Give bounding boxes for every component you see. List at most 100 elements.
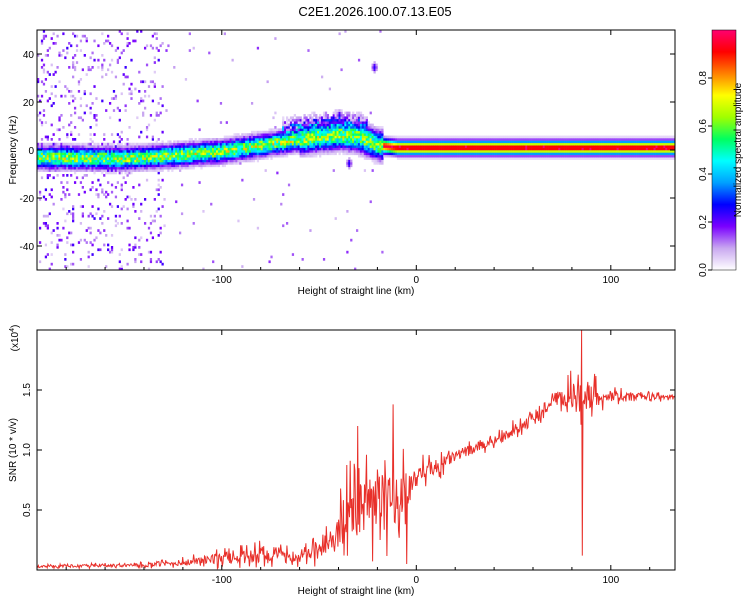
- spectrogram-cell: [540, 138, 544, 141]
- spectrogram-cell: [601, 145, 604, 148]
- spectrogram-cell: [665, 150, 668, 153]
- spectrogram-cell: [214, 154, 217, 158]
- spectrogram-cell: [138, 147, 141, 151]
- spectrogram-cell: [377, 147, 380, 151]
- spectrogram-cell: [221, 164, 225, 168]
- spectrogram-cell: [338, 121, 341, 124]
- spectrogram-cell: [147, 250, 151, 254]
- spectrogram-cell: [373, 140, 376, 144]
- spectrogram-cell: [344, 128, 347, 132]
- spectrogram-cell: [328, 145, 332, 148]
- spectrogram-cell: [639, 147, 643, 151]
- spectrogram-cell: [73, 159, 77, 163]
- spectrogram-cell: [546, 138, 549, 141]
- spectrogram-cell: [208, 147, 211, 151]
- spectrogram-cell: [167, 154, 170, 158]
- spectrogram-cell: [143, 198, 147, 201]
- spectrogram-cell: [266, 147, 269, 151]
- spectrogram-cell: [566, 147, 569, 151]
- spectrogram-cell: [665, 154, 668, 158]
- spectrogram-cell: [361, 114, 365, 117]
- spectrogram-cell: [587, 138, 590, 141]
- spectrogram-cell: [268, 142, 271, 146]
- spectrogram-cell: [558, 152, 561, 156]
- spectrogram-cell: [404, 145, 407, 148]
- spectrogram-cell: [348, 166, 351, 170]
- spectrogram-cell: [639, 138, 643, 141]
- spectrogram-cell: [159, 159, 162, 163]
- spectrogram-cell: [212, 157, 215, 160]
- spectrogram-cell: [536, 138, 540, 141]
- spectrogram-cell: [311, 116, 314, 120]
- spectrogram-cell: [40, 42, 44, 45]
- spectrogram-cell: [357, 154, 361, 158]
- spectrogram-cell: [303, 121, 306, 124]
- spectrogram-cell: [385, 147, 388, 151]
- spectrogram-cell: [348, 162, 351, 165]
- spectrogram-cell: [110, 171, 114, 175]
- spectrogram-cell: [153, 219, 156, 223]
- spectrogram-cell: [75, 152, 79, 156]
- spectrogram-cell: [626, 150, 629, 153]
- spectrogram-cell: [614, 154, 617, 158]
- spectrogram-cell: [293, 135, 297, 139]
- spectrogram-cell: [377, 133, 380, 136]
- spectrogram-cell: [37, 150, 40, 153]
- spectrogram-cell: [95, 123, 98, 127]
- spectrogram-cell: [200, 140, 203, 144]
- spectrogram-cell: [87, 169, 90, 172]
- spectrogram-cell: [89, 145, 92, 148]
- spectrogram-cell: [126, 174, 129, 177]
- spectrogram-cell: [408, 152, 411, 156]
- spectrogram-cell: [497, 142, 501, 146]
- spectrogram-cell: [616, 138, 619, 141]
- spectrogram-cell: [647, 154, 651, 158]
- spectrogram-cell: [38, 145, 42, 148]
- spectrogram-cell: [58, 51, 61, 55]
- spectrogram-cell: [645, 140, 649, 144]
- spectrogram-cell: [62, 226, 65, 230]
- spectrogram-cell: [361, 138, 365, 141]
- spectrogram-cell: [83, 157, 86, 160]
- spectrogram-cell: [548, 135, 551, 139]
- spectrogram-cell: [249, 147, 252, 151]
- spectrogram-cell: [258, 138, 261, 141]
- spectrogram-cell: [208, 152, 211, 156]
- spectrogram-cell: [546, 142, 549, 146]
- spectrogram-cell: [667, 150, 670, 153]
- spectrogram-cell: [346, 133, 349, 136]
- spectrogram-cell: [250, 102, 254, 105]
- spectrogram-cell: [235, 133, 238, 136]
- spectrogram-cell: [83, 162, 86, 165]
- spectrogram-cell: [636, 157, 639, 160]
- spectrogram-cell: [124, 152, 127, 156]
- spectrogram-cell: [66, 188, 69, 192]
- spectrogram-cell: [237, 157, 240, 160]
- spectrogram-cell: [140, 130, 143, 134]
- spectrogram-cell: [198, 159, 201, 163]
- spectrogram-cell: [451, 140, 454, 144]
- spectrogram-cell: [142, 154, 145, 158]
- spectrogram-cell: [241, 142, 244, 146]
- spectrogram-cell: [217, 138, 221, 141]
- spectrogram-cell: [435, 152, 438, 156]
- spectrogram-cell: [56, 174, 59, 177]
- spectrogram-cell: [70, 243, 73, 247]
- spectrogram-cell: [192, 147, 195, 151]
- spectrogram-cell: [266, 152, 269, 156]
- spectrogram-cell: [330, 150, 333, 153]
- spectrogram-cell: [322, 128, 326, 132]
- spectrogram-cell: [426, 154, 429, 158]
- spectrogram-cell: [490, 150, 493, 153]
- spectrogram-cell: [136, 166, 139, 170]
- spectrogram-cell: [354, 145, 357, 148]
- spectrogram-cell: [391, 147, 394, 151]
- spectrogram-cell: [68, 102, 71, 105]
- spectrogram-cell: [114, 219, 118, 223]
- spectrogram-cell: [324, 135, 328, 139]
- spectrogram-cell: [643, 157, 647, 160]
- spectrogram-cell: [153, 169, 156, 172]
- spectrogram-cell: [459, 140, 462, 144]
- spectrogram-cell: [268, 130, 271, 134]
- spectrogram-cell: [134, 142, 137, 146]
